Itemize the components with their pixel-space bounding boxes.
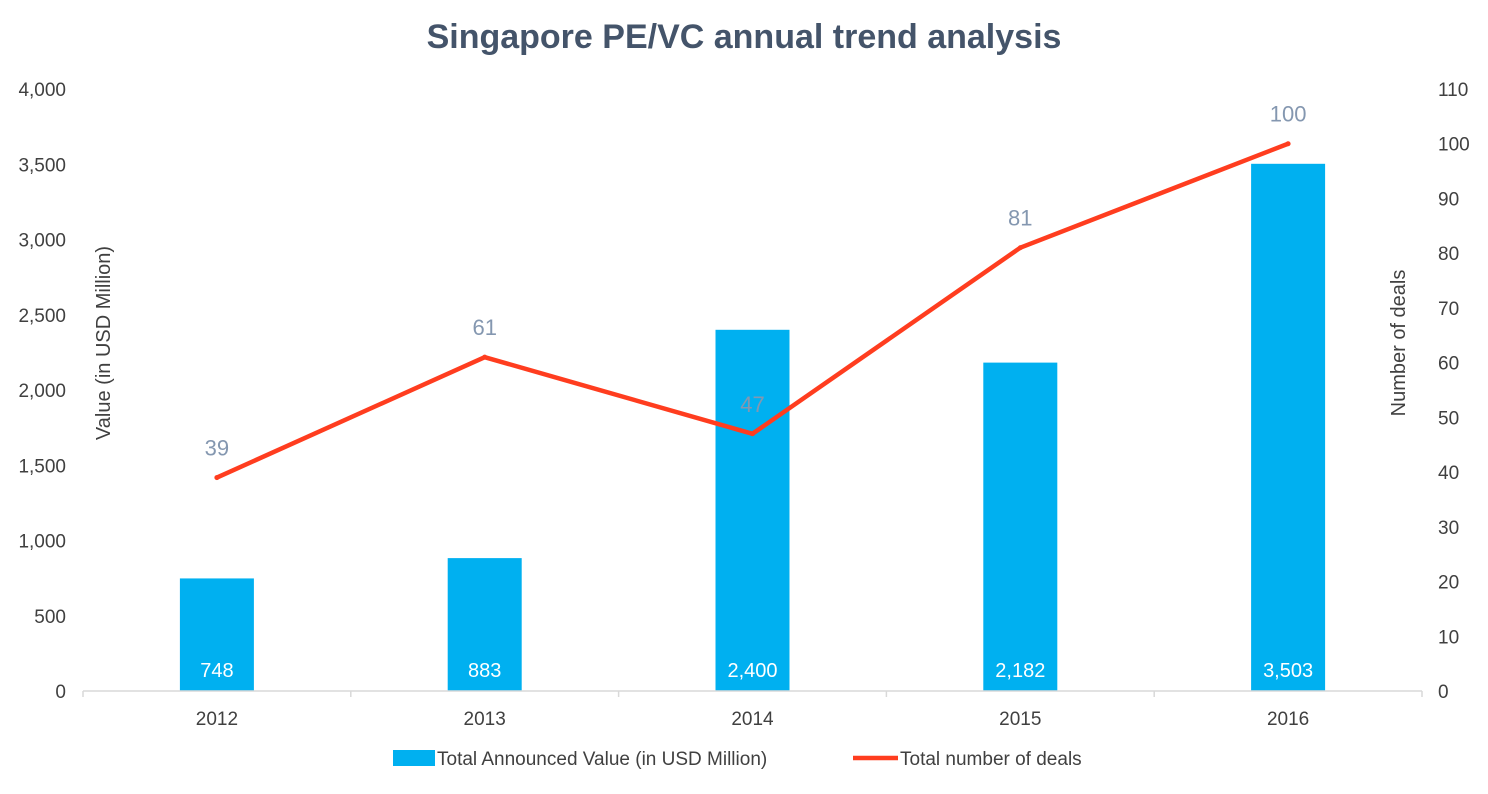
right-axis-tick-label: 20 [1438, 573, 1459, 594]
right-axis-title: Number of deals [1388, 270, 1410, 417]
bar-value-label: 748 [200, 660, 233, 682]
right-axis-tick-label: 40 [1438, 463, 1459, 484]
left-axis-tick-label: 2,500 [18, 306, 66, 327]
line-value-label: 100 [1270, 102, 1307, 127]
bar [715, 329, 790, 691]
right-axis-tick-label: 0 [1438, 682, 1449, 703]
right-axis-tick-label: 80 [1438, 244, 1459, 265]
line-value-label: 81 [1008, 206, 1032, 231]
x-axis-tick-label: 2015 [999, 709, 1041, 730]
line-point [1017, 245, 1023, 251]
bar-value-label: 2,182 [995, 660, 1045, 682]
right-axis-tick-label: 110 [1438, 80, 1468, 101]
line-value-label: 39 [205, 436, 229, 461]
right-axis-tick-label: 10 [1438, 627, 1459, 648]
bar [983, 362, 1058, 691]
right-axis-tick-label: 100 [1438, 135, 1470, 156]
bar [447, 558, 522, 691]
bar-value-label: 883 [468, 660, 501, 682]
line-value-label: 47 [740, 392, 764, 417]
x-axis-tick-label: 2016 [1267, 709, 1309, 730]
line-point [482, 354, 488, 360]
bar-series: 748 883 2,400 2,182 3,503 [179, 163, 1326, 692]
line-point [214, 475, 220, 481]
left-axis-ticks: 0 500 1,000 1,500 2,000 2,500 3,000 3,500 4,000 [18, 80, 66, 703]
left-axis-tick-label: 1,500 [18, 456, 66, 477]
x-axis-tick-label: 2012 [196, 709, 238, 730]
line-point [1285, 141, 1291, 147]
left-axis-tick-label: 0 [55, 682, 66, 703]
bar-value-label: 3,503 [1263, 660, 1313, 682]
legend-bar-swatch [393, 750, 435, 766]
x-axis-tick-label: 2013 [464, 709, 506, 730]
legend-bar-label: Total Announced Value (in USD Million) [437, 749, 767, 770]
bar [1251, 163, 1326, 692]
left-axis-tick-label: 3,500 [18, 155, 66, 176]
left-axis-tick-label: 500 [34, 607, 66, 628]
legend-line-label: Total number of deals [900, 749, 1082, 770]
right-axis-tick-label: 50 [1438, 408, 1459, 429]
right-axis-tick-label: 60 [1438, 354, 1459, 375]
line-point [750, 431, 755, 437]
chart-title: Singapore PE/VC annual trend analysis [427, 18, 1062, 56]
right-axis-tick-label: 30 [1438, 518, 1459, 539]
left-axis-tick-label: 2,000 [18, 381, 66, 402]
right-axis-tick-label: 90 [1438, 189, 1459, 210]
left-axis-title: Value (in USD Million) [93, 246, 115, 440]
line-value-label: 61 [472, 315, 496, 340]
left-axis-tick-label: 4,000 [18, 80, 66, 101]
line-series: 39 61 47 81 100 [205, 102, 1307, 481]
left-axis-tick-label: 3,000 [18, 231, 66, 252]
bar-value-label: 2,400 [727, 660, 777, 682]
x-axis-ticks: 2012 2013 2014 2015 2016 [82, 691, 1423, 730]
right-axis-ticks: 0 10 20 30 40 50 60 70 80 90 100 110 [1438, 80, 1470, 703]
legend: Total Announced Value (in USD Million) To… [393, 749, 1082, 770]
left-axis-tick-label: 1,000 [18, 532, 66, 553]
x-axis-tick-label: 2014 [731, 709, 774, 730]
right-axis-tick-label: 70 [1438, 299, 1459, 320]
bar [179, 578, 254, 691]
